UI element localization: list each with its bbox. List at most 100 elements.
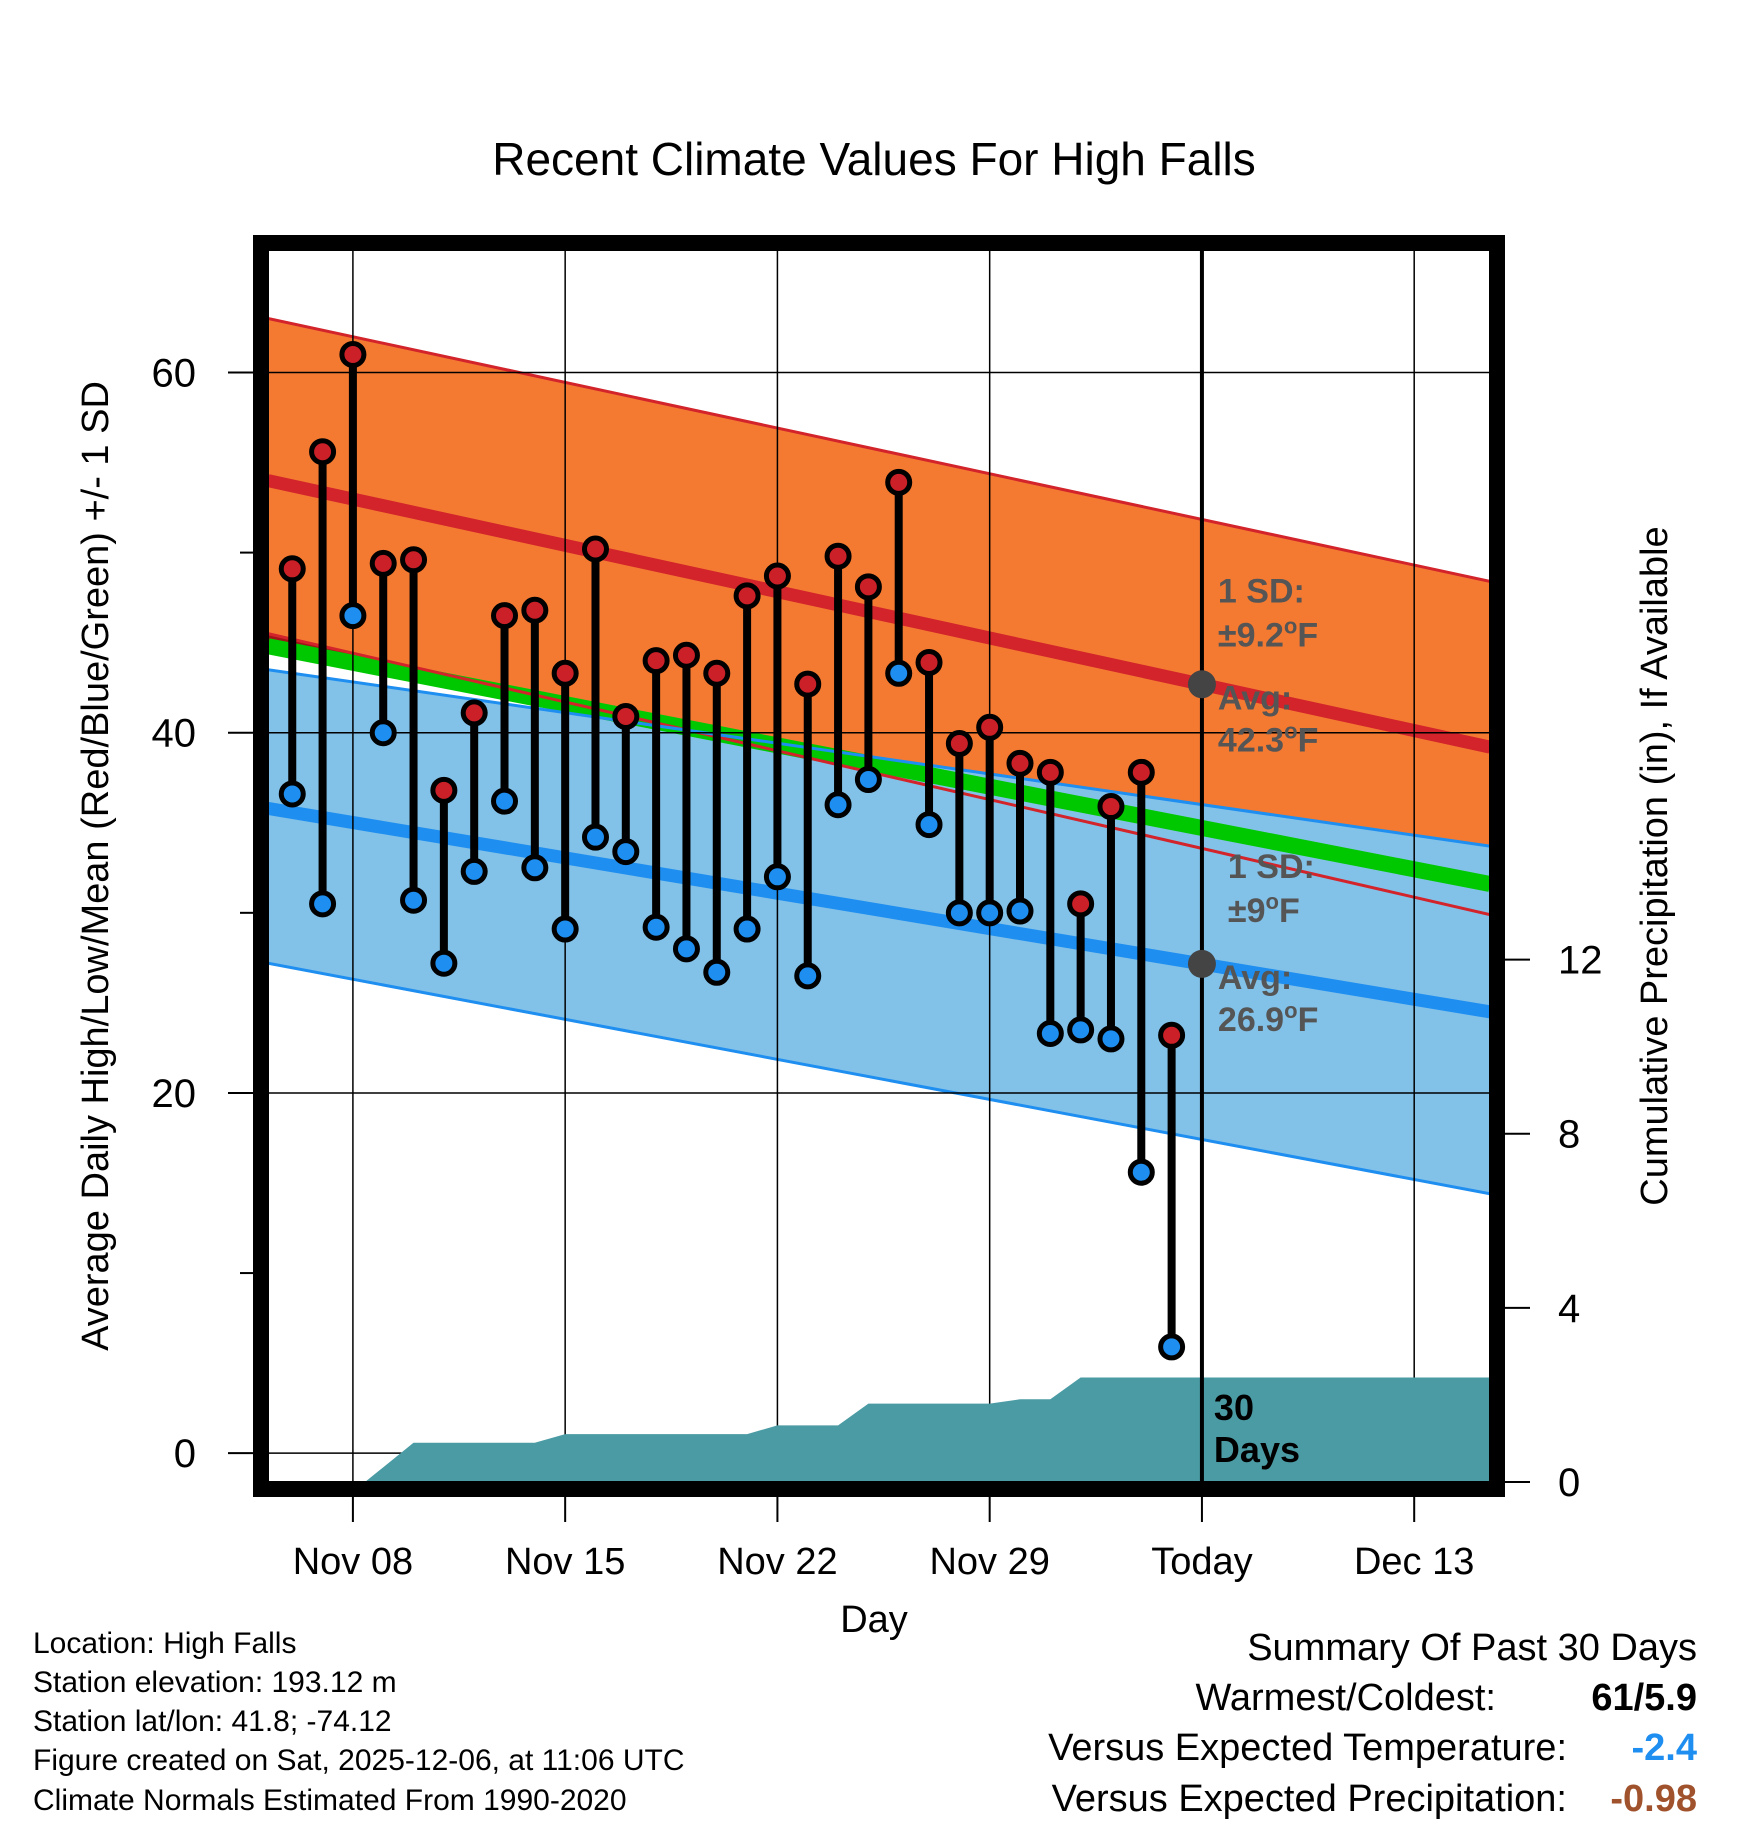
obs-high-point: [794, 670, 822, 698]
days-word-label: Days: [1214, 1429, 1300, 1470]
obs-low-point: [460, 857, 488, 885]
high-avg-label: Avg:: [1218, 679, 1292, 717]
obs-high-point: [642, 647, 670, 675]
y-left-tick-label: 60: [152, 351, 197, 395]
days-count-label: 30: [1214, 1387, 1254, 1428]
low-normal-marker: [1187, 949, 1216, 978]
plot-frame: [253, 235, 1505, 1497]
obs-low-point: [1158, 1333, 1186, 1361]
x-tick-label: Nov 08: [293, 1541, 413, 1583]
precip-area: [365, 1377, 1490, 1482]
summary-temp-value: -2.4: [1632, 1727, 1697, 1769]
obs-high-point: [460, 699, 488, 727]
obs-low-point: [854, 766, 882, 794]
obs-low-point: [491, 787, 519, 815]
low-sd-value: ±9oF: [1228, 889, 1300, 930]
obs-low-point: [763, 863, 791, 891]
obs-high-point: [1067, 890, 1095, 918]
obs-high-point: [672, 641, 700, 669]
obs-high-point: [369, 549, 397, 577]
obs-high-point: [339, 340, 367, 368]
obs-low-point: [1127, 1158, 1155, 1186]
y-left-tick-label: 40: [152, 712, 197, 756]
chart-title: Recent Climate Values For High Falls: [492, 133, 1256, 185]
mean-normal-line: [268, 638, 1490, 892]
x-tick-label: Today: [1151, 1541, 1252, 1583]
obs-low-point: [824, 791, 852, 819]
obs-low-point: [703, 958, 731, 986]
y-right-tick-label: 8: [1558, 1113, 1580, 1157]
low-sd-label: 1 SD:: [1228, 848, 1315, 886]
high-upper-sd-line: [268, 316, 1490, 583]
obs-high-point: [430, 776, 458, 804]
obs-low-point: [430, 949, 458, 977]
obs-low-point: [369, 719, 397, 747]
high-sd-value: ±9.2oF: [1218, 613, 1318, 654]
summary-temp-label: Versus Expected Temperature:: [1048, 1727, 1567, 1769]
y-axis-label-left: Average Daily High/Low/Mean (Red/Blue/Gr…: [75, 381, 117, 1351]
obs-high-point: [1127, 758, 1155, 786]
axes-layer: 0 20 40 60 0 4 8 12 Nov 08 Nov 15 Nov 22 Nov 29 Toda…: [152, 351, 1603, 1583]
x-tick-label: Dec 13: [1354, 1541, 1474, 1583]
y-right-tick-label: 4: [1558, 1287, 1580, 1331]
obs-low-point: [521, 854, 549, 882]
obs-high-point: [581, 535, 609, 563]
y-left-tick-label: 20: [152, 1072, 197, 1116]
obs-high-point: [491, 602, 519, 630]
obs-high-point: [612, 703, 640, 731]
obs-high-point: [915, 648, 943, 676]
y-left-tick-label: 0: [174, 1432, 196, 1476]
y-axis-label-right: Cumulative Precipitation (in), If Availa…: [1634, 526, 1676, 1205]
obs-high-point: [551, 659, 579, 687]
info-latlon: Station lat/lon: 41.8; -74.12: [33, 1705, 392, 1738]
x-tick-label: Nov 15: [505, 1541, 625, 1583]
obs-low-point: [309, 890, 337, 918]
low-sd-band: [268, 669, 1490, 1194]
y-right-tick-label: 0: [1558, 1461, 1580, 1505]
obs-low-point: [794, 962, 822, 990]
x-tick-label: Nov 22: [717, 1541, 837, 1583]
obs-high-point: [1036, 758, 1064, 786]
x-tick-label: Nov 29: [929, 1541, 1049, 1583]
obs-low-point: [612, 838, 640, 866]
obs-low-point: [551, 915, 579, 943]
obs-low-point: [885, 659, 913, 687]
obs-low-point: [642, 913, 670, 941]
high-sd-label: 1 SD:: [1218, 572, 1305, 610]
obs-low-point: [976, 899, 1004, 927]
x-axis-label: Day: [840, 1599, 908, 1641]
obs-low-point: [1036, 1020, 1064, 1048]
obs-high-point: [703, 659, 731, 687]
summary-block: Summary Of Past 30 Days Warmest/Coldest:…: [1048, 1627, 1697, 1820]
summary-precip-value: -0.98: [1610, 1778, 1697, 1820]
obs-high-point: [521, 596, 549, 624]
info-elevation: Station elevation: 193.12 m: [33, 1666, 397, 1699]
obs-low-point: [1067, 1016, 1095, 1044]
obs-low-point: [339, 602, 367, 630]
obs-high-point: [309, 438, 337, 466]
obs-high-point: [824, 542, 852, 570]
summary-warmest-label: Warmest/Coldest:: [1195, 1677, 1496, 1719]
obs-low-point: [1097, 1025, 1125, 1053]
obs-high-point: [400, 546, 428, 574]
summary-title: Summary Of Past 30 Days: [1247, 1627, 1697, 1669]
info-location: Location: High Falls: [33, 1627, 296, 1660]
obs-low-point: [915, 811, 943, 839]
summary-warmest-value: 61/5.9: [1591, 1677, 1697, 1719]
low-avg-value: 26.9oF: [1218, 998, 1318, 1039]
high-avg-value: 42.3oF: [1218, 718, 1318, 759]
low-avg-label: Avg:: [1218, 959, 1292, 997]
obs-high-point: [976, 713, 1004, 741]
info-block: Location: High Falls Station elevation: …: [33, 1627, 685, 1817]
obs-low-point: [278, 780, 306, 808]
obs-high-point: [763, 562, 791, 590]
obs-low-point: [733, 915, 761, 943]
obs-high-point: [1006, 749, 1034, 777]
low-lower-sd-line: [268, 961, 1490, 1196]
obs-low-point: [672, 935, 700, 963]
info-created: Figure created on Sat, 2025-12-06, at 11…: [33, 1744, 685, 1777]
obs-high-point: [1158, 1021, 1186, 1049]
obs-high-point: [1097, 793, 1125, 821]
